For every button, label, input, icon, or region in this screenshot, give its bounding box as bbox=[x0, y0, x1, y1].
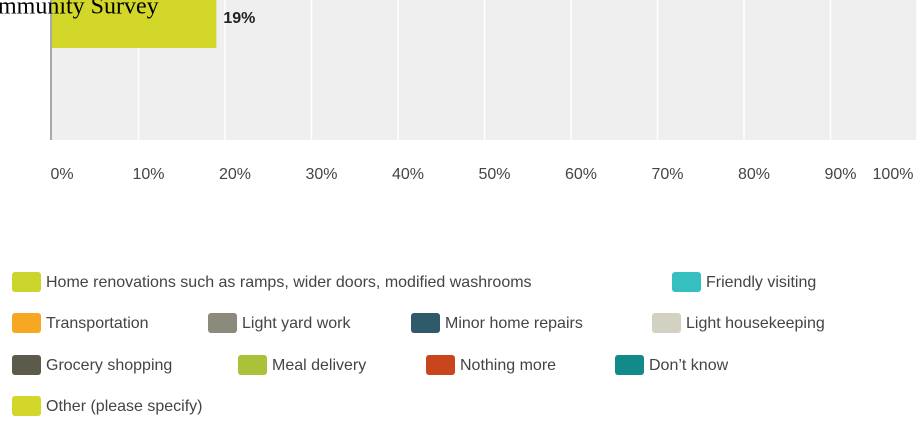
x-tick-label: 100% bbox=[873, 166, 914, 183]
x-tick-label: 30% bbox=[305, 166, 337, 183]
chart-title: mmunity Survey bbox=[0, 0, 159, 20]
legend-label: Friendly visiting bbox=[706, 274, 816, 291]
bar bbox=[52, 0, 217, 48]
x-tick-label: 80% bbox=[738, 166, 770, 183]
legend-label: Transportation bbox=[46, 315, 149, 332]
legend-label: Light housekeeping bbox=[686, 315, 825, 332]
x-tick-label: 10% bbox=[132, 166, 164, 183]
legend-swatch bbox=[615, 355, 644, 375]
x-tick-label: 40% bbox=[392, 166, 424, 183]
legend-swatch bbox=[672, 272, 701, 292]
legend-swatch bbox=[208, 313, 237, 333]
value-label: 19% bbox=[223, 10, 255, 27]
x-tick-label: 0% bbox=[50, 166, 73, 183]
legend-swatch bbox=[12, 313, 41, 333]
legend-swatch bbox=[12, 272, 41, 292]
legend-label: Light yard work bbox=[242, 315, 351, 332]
x-tick-label: 60% bbox=[565, 166, 597, 183]
legend-swatch bbox=[12, 355, 41, 375]
legend-swatch bbox=[12, 396, 41, 416]
legend-label: Home renovations such as ramps, wider do… bbox=[46, 274, 532, 291]
legend-label: Other (please specify) bbox=[46, 398, 203, 415]
x-tick-label: 70% bbox=[651, 166, 683, 183]
legend-label: Meal delivery bbox=[272, 357, 366, 374]
legend-swatch bbox=[426, 355, 455, 375]
legend-swatch bbox=[411, 313, 440, 333]
legend-label: Nothing more bbox=[460, 357, 556, 374]
legend-label: Grocery shopping bbox=[46, 357, 172, 374]
legend-swatch bbox=[238, 355, 267, 375]
legend-label: Don’t know bbox=[649, 357, 729, 374]
x-tick-label: 20% bbox=[219, 166, 251, 183]
legend-swatch bbox=[652, 313, 681, 333]
x-tick-label: 90% bbox=[824, 166, 856, 183]
legend-label: Minor home repairs bbox=[445, 315, 583, 332]
x-tick-label: 50% bbox=[478, 166, 510, 183]
